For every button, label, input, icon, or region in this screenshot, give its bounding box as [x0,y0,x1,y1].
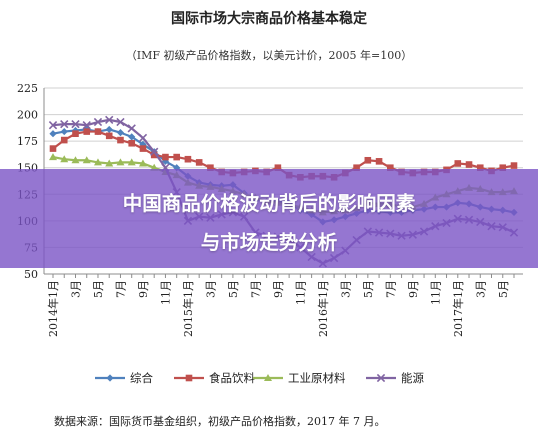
data-point-1 [184,155,192,163]
legend: 综合 食品饮料 工业原材料 能源 [95,371,424,385]
x-tick-label: 5月 [227,280,240,298]
data-point-1 [465,161,473,168]
x-tick-label: 2015年1月 [181,280,195,337]
x-tick-label: 7月 [114,280,127,298]
y-tick-label: 200 [17,109,38,122]
data-point-3-stroke [150,147,159,156]
data-point-1 [499,164,507,172]
data-point-1 [150,151,158,159]
data-point-2 [116,158,125,166]
data-point-1 [510,162,518,169]
overlay-headline-line-1: 中国商品价格波动背后的影响因素 [122,192,416,215]
x-tick-label: 2017年1月 [451,280,465,337]
data-point-1 [60,136,68,144]
legend-label: 综合 [130,371,153,385]
data-point-2 [82,156,91,164]
data-point-3-stroke [105,115,114,125]
x-tick-label: 3月 [204,280,217,298]
axes: 50751001251501752002252014年1月3月5月7月9月11月… [17,82,523,337]
legend-label: 能源 [401,371,424,385]
legend-label: 工业原材料 [288,371,346,385]
data-point-1 [117,136,124,144]
data-point-1 [49,145,57,152]
data-point-3-stroke [71,119,80,129]
data-point-1 [364,156,372,164]
x-tick-label: 5月 [92,280,105,298]
x-tick-label: 3月 [339,280,352,298]
x-tick-label: 7月 [249,280,262,298]
data-point-1 [353,164,360,172]
data-point-2 [150,163,159,171]
x-tick-label: 3月 [474,280,487,298]
data-point-2 [93,158,102,166]
legend-swatch-marker [106,374,114,382]
data-point-1 [128,139,136,147]
legend-label: 食品饮料 [209,371,255,385]
y-tick-label: 175 [17,135,38,148]
x-tick-label: 9月 [137,280,150,298]
data-point-3-stroke [138,133,148,143]
data-point-2 [127,158,136,166]
chart-title: 国际市场大宗商品价格基本稳定 [171,11,367,27]
data-point-0 [128,133,136,141]
data-point-0 [105,125,113,134]
data-point-0 [49,130,57,138]
y-tick-label: 50 [24,268,38,281]
x-tick-label: 2014年1月 [46,280,60,337]
data-point-1 [387,164,394,172]
legend-swatch-marker [264,374,272,381]
x-tick-label: 11月 [294,280,307,305]
x-tick-label: 7月 [384,280,397,298]
data-point-3-stroke [48,121,58,130]
data-point-1 [195,159,203,166]
data-point-0 [60,127,68,136]
x-tick-label: 11月 [159,280,172,305]
legend-swatch-marker-stroke [376,373,386,383]
x-tick-label: 3月 [69,280,82,298]
x-tick-label: 11月 [429,280,442,305]
data-point-1 [162,153,169,161]
data-point-3-stroke [82,121,91,130]
data-point-1 [173,153,180,161]
x-tick-label: 2016年1月 [316,280,330,337]
data-point-1 [139,145,147,152]
data-point-1 [476,164,484,172]
data-point-0 [116,129,125,137]
data-point-2 [49,153,57,161]
data-point-1 [274,164,282,172]
data-point-3-stroke [60,119,69,129]
data-point-1 [207,164,214,172]
x-tick-label: 5月 [497,280,510,298]
data-point-2 [60,155,69,163]
y-tick-label: 225 [17,82,38,95]
source-note: 数据来源：国际货币基金组织，初级产品价格指数，2017 年 7 月。 [54,415,386,428]
title-overlay-banner [0,169,538,268]
data-point-1 [94,128,102,135]
data-point-3-stroke [93,117,103,127]
data-point-3-stroke [116,117,125,127]
chart-subtitle: （IMF 初级产品价格指数，以美元计价，2005 年=100） [125,49,413,62]
x-tick-label: 9月 [272,280,285,298]
x-tick-label: 5月 [362,280,375,298]
data-point-1 [83,128,91,135]
data-point-1 [72,130,79,138]
overlay-headline-line-2: 与市场走势分析 [200,231,338,254]
data-point-2 [138,159,147,167]
legend-swatch-marker [185,374,193,382]
data-point-3-stroke [127,124,136,133]
data-point-2 [105,159,114,167]
data-point-1 [375,158,383,165]
x-tick-label: 9月 [407,280,420,298]
data-point-1 [454,160,462,167]
data-point-1 [105,132,113,140]
data-point-2 [71,156,80,164]
